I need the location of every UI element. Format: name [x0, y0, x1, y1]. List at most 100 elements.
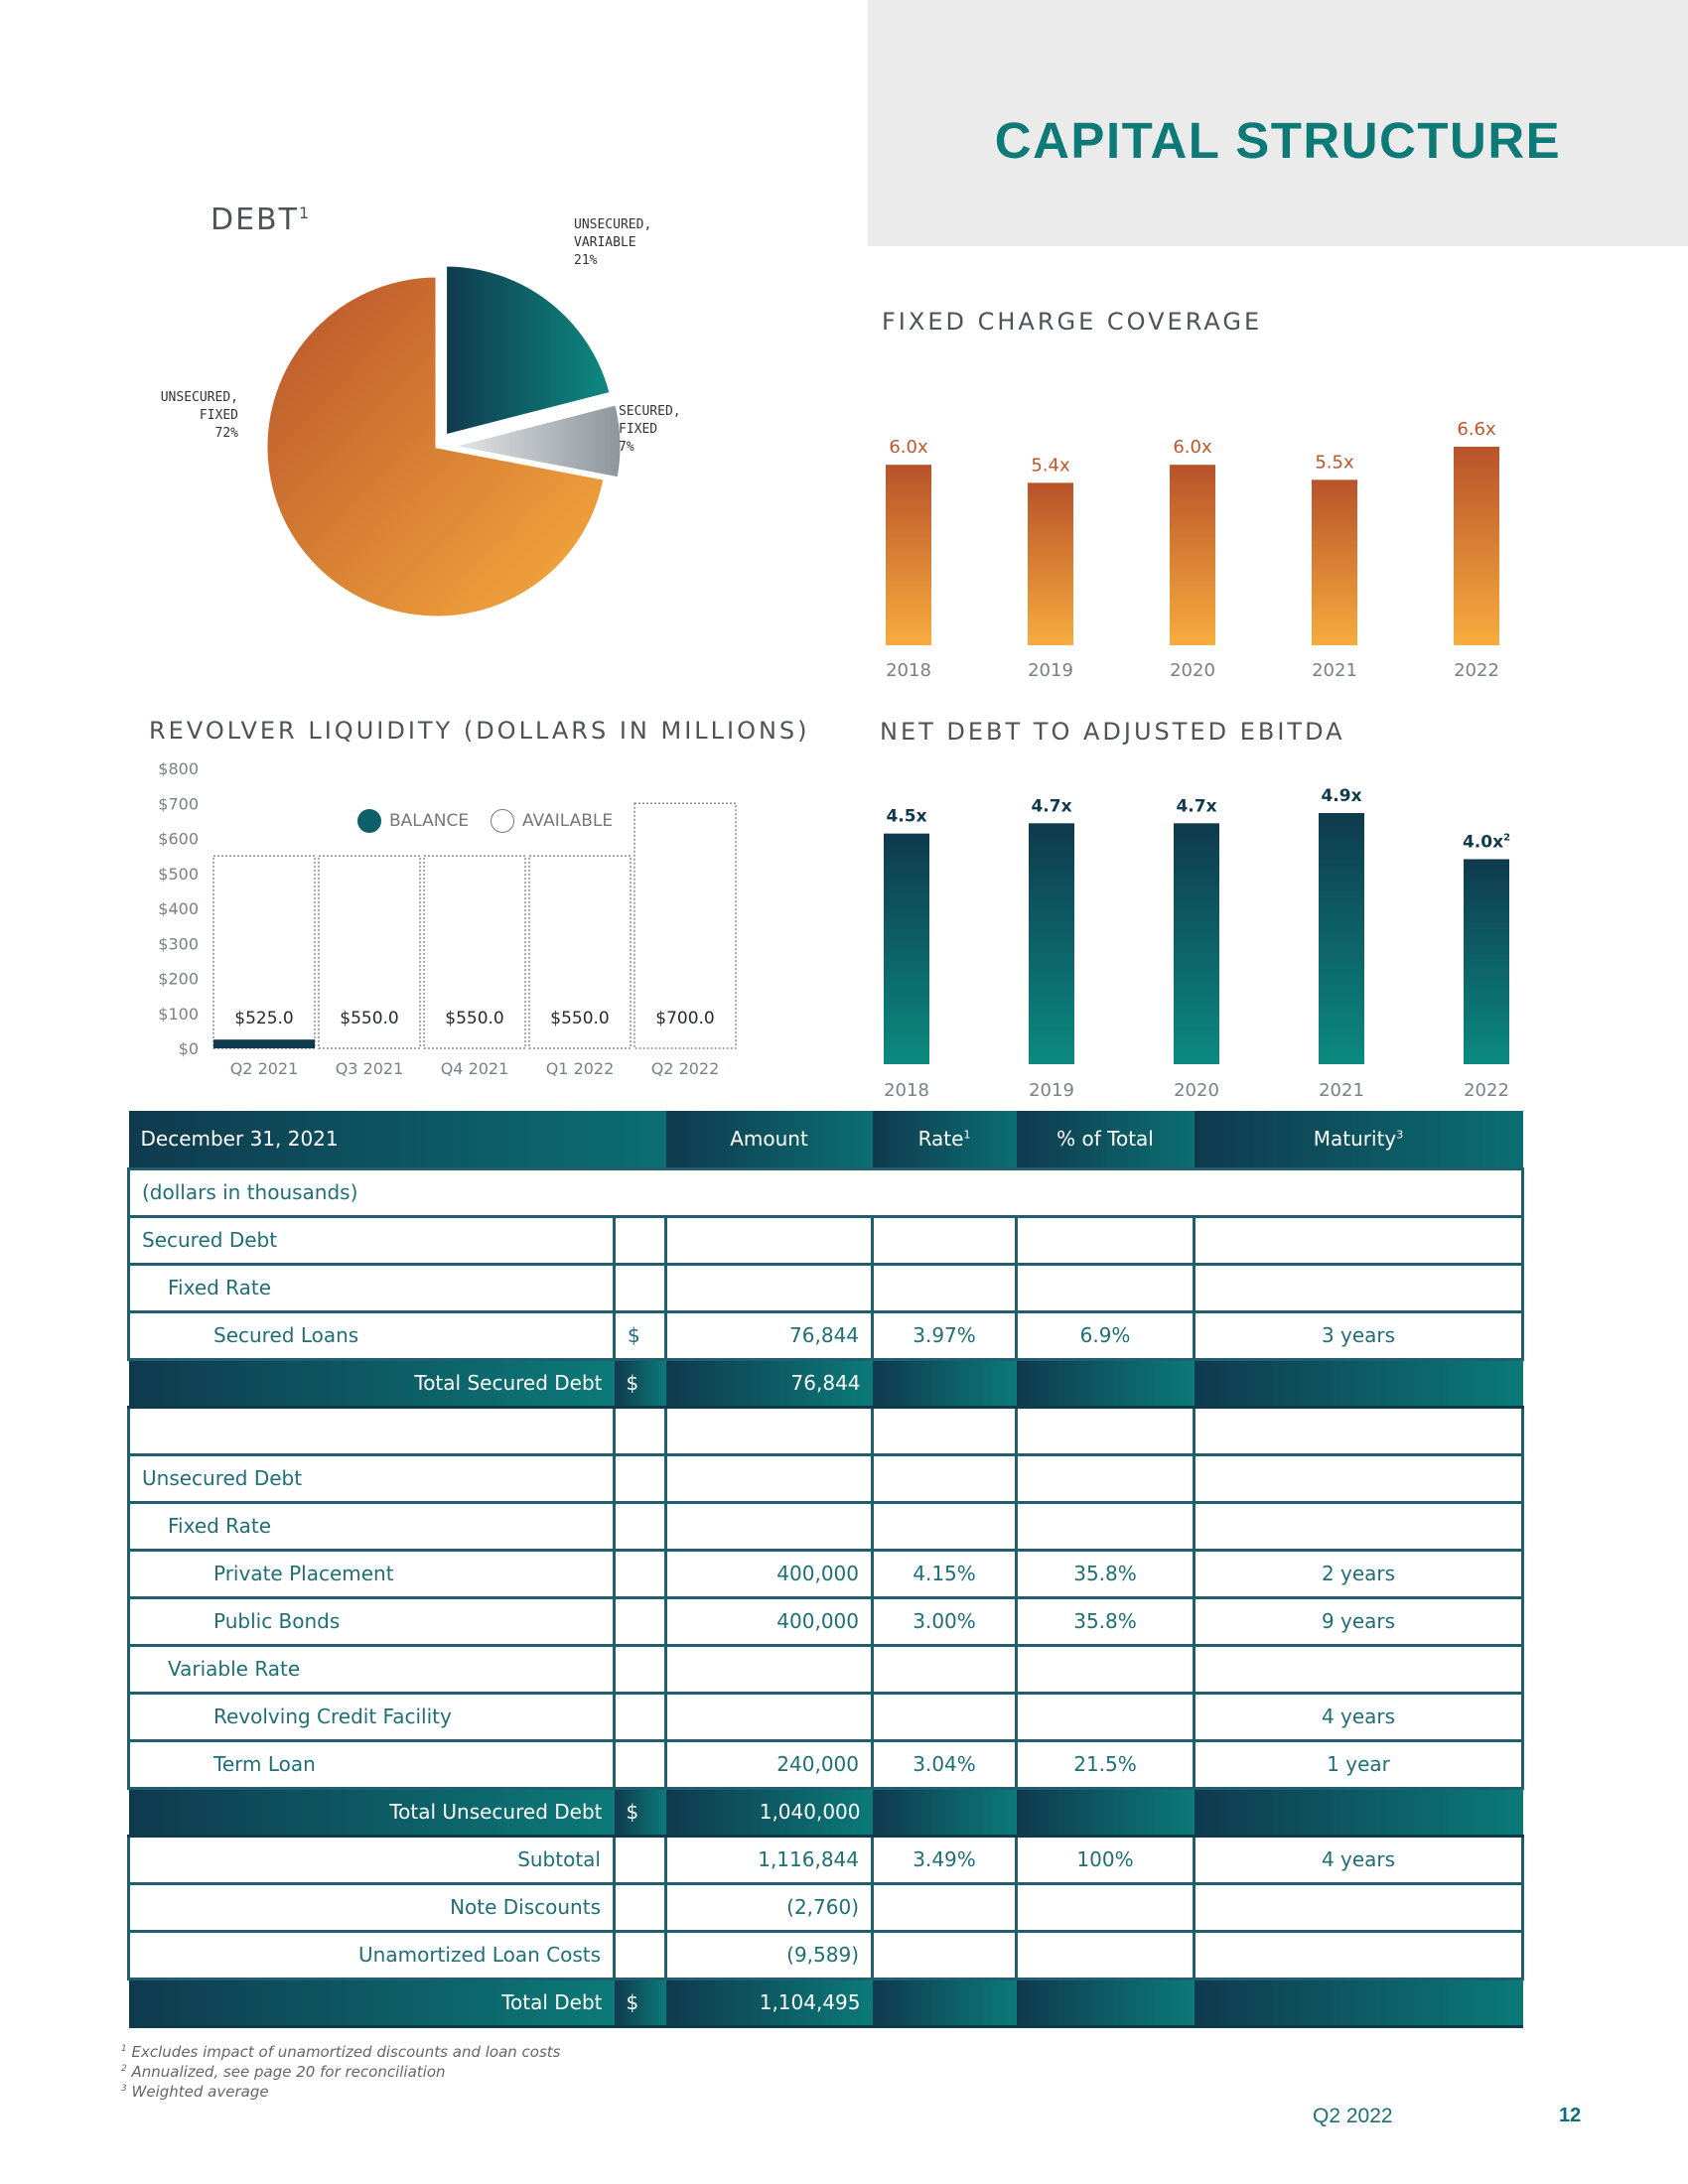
currency: $ — [614, 1786, 666, 1838]
table-header-row: December 31, 2021 Amount Rate1 % of Tota… — [128, 1111, 1523, 1168]
cell — [664, 1500, 875, 1552]
cell — [872, 1786, 1017, 1838]
cell — [1193, 1262, 1525, 1313]
rev-bar-available-Q2-2021 — [212, 855, 316, 1049]
pie-label-line: UNSECURED, — [160, 390, 238, 405]
section-secured-debt: Secured Debt — [127, 1214, 616, 1266]
rev-x-tick: Q1 2022 — [546, 1059, 615, 1078]
fixed-charge-chart: 6.0x 2018 5.4x 2019 6.0x 2020 5.5x 2021 6.6x 2022 — [886, 419, 1499, 681]
nd-x-tick: 2022 — [1464, 1080, 1509, 1101]
footnote-text: Excludes impact of unamortized discounts… — [131, 2043, 561, 2061]
fcc-bar-2022 — [1454, 447, 1499, 645]
total-row: Total Unsecured Debt $ 1,040,000 — [128, 1786, 1523, 1838]
fcc-bar-2019 — [1028, 482, 1073, 645]
row-label: Total Unsecured Debt — [128, 1786, 615, 1838]
balance-swatch-icon — [357, 809, 381, 833]
rev-data-label: $550.0 — [340, 1009, 398, 1028]
cell — [664, 1405, 875, 1456]
cell — [612, 1214, 668, 1266]
debt-table: December 31, 2021 Amount Rate1 % of Tota… — [126, 1111, 1525, 2028]
amount: (2,760) — [664, 1881, 875, 1933]
cell — [1015, 1691, 1196, 1742]
footnote-num: 3 — [121, 2084, 127, 2094]
cell — [1015, 1500, 1196, 1552]
pie-label-secured-fixed: SECURED, FIXED 7% — [619, 403, 681, 457]
cell — [612, 1929, 668, 1980]
fcc-data-label: 5.5x — [1315, 452, 1354, 473]
row-label: Public Bonds — [127, 1595, 616, 1647]
maturity: 4 years — [1193, 1691, 1525, 1742]
cell — [1015, 1262, 1196, 1313]
rate: 4.15% — [871, 1548, 1019, 1599]
fcc-data-label: 6.0x — [1173, 437, 1212, 458]
amount: 76,844 — [664, 1309, 875, 1361]
cell — [612, 1738, 668, 1790]
nd-data-label: 4.5x — [886, 807, 926, 827]
cell — [871, 1691, 1019, 1742]
row-label: Secured Loans — [127, 1309, 616, 1361]
cell — [1193, 1405, 1525, 1456]
footnote-text: Weighted average — [131, 2083, 269, 2101]
amount: 76,844 — [665, 1357, 873, 1409]
pie-slice-secured-fixed — [450, 401, 624, 480]
header-panel — [868, 0, 1688, 246]
fcc-x-tick: 2018 — [886, 660, 931, 681]
cell — [664, 1452, 875, 1504]
cell — [612, 1881, 668, 1933]
table-row: Subtotal 1,116,844 3.49% 100% 4 years — [127, 1834, 1525, 1885]
row-label: Private Placement — [127, 1548, 616, 1599]
subsection-fixed-rate: Fixed Rate — [127, 1262, 616, 1313]
cell — [612, 1834, 668, 1885]
footnote-2: 2 Annualized, see page 20 for reconcilia… — [121, 2063, 446, 2081]
currency: $ — [614, 1977, 666, 2028]
debt-title-text: DEBT — [211, 203, 299, 237]
table-row: Unsecured Debt — [127, 1452, 1525, 1504]
cell — [872, 1357, 1017, 1409]
fixed-charge-title: FIXED CHARGE COVERAGE — [882, 308, 1263, 336]
nd-data-label: 4.0x2 — [1463, 832, 1510, 852]
debt-chart-title: DEBT1 — [211, 203, 311, 237]
cell — [872, 1977, 1017, 2028]
table-row: Variable Rate — [127, 1643, 1525, 1695]
cell — [664, 1691, 875, 1742]
rev-data-label: $550.0 — [550, 1009, 609, 1028]
maturity: 3 years — [1193, 1309, 1525, 1361]
header-maturity-sup: 3 — [1396, 1128, 1404, 1142]
cell — [664, 1214, 875, 1266]
rev-y-tick: $500 — [158, 865, 199, 884]
cell — [612, 1500, 668, 1552]
section-unsecured-debt: Unsecured Debt — [127, 1452, 616, 1504]
table-row: (dollars in thousands) — [126, 1166, 1525, 1218]
nd-bar-2021 — [1319, 813, 1364, 1064]
fcc-bar-2018 — [886, 465, 931, 645]
rev-x-tick: Q3 2021 — [336, 1059, 404, 1078]
legend-available: AVAILABLE — [491, 809, 613, 833]
available-swatch-icon — [491, 809, 514, 833]
cell — [871, 1262, 1019, 1313]
table-row: Public Bonds 400,000 3.00% 35.8% 9 years — [127, 1595, 1525, 1647]
footnote-1: 1 Excludes impact of unamortized discoun… — [121, 2043, 560, 2061]
amount: 1,040,000 — [665, 1786, 873, 1838]
row-label: Note Discounts — [127, 1881, 616, 1933]
nd-x-tick: 2018 — [884, 1080, 929, 1101]
fcc-x-tick: 2021 — [1312, 660, 1357, 681]
rate: 3.49% — [871, 1834, 1019, 1885]
cell — [612, 1643, 668, 1695]
revolver-title: REVOLVER LIQUIDITY (DOLLARS IN MILLIONS) — [149, 717, 810, 745]
cell — [127, 1405, 616, 1456]
cell — [1193, 1643, 1525, 1695]
cell — [1015, 1214, 1196, 1266]
rate: 3.00% — [871, 1595, 1019, 1647]
cell — [1016, 1357, 1195, 1409]
amount: 400,000 — [664, 1548, 875, 1599]
fcc-bar-2021 — [1312, 479, 1357, 645]
rev-y-tick: $200 — [158, 970, 199, 989]
amount: 400,000 — [664, 1595, 875, 1647]
row-label: Revolving Credit Facility — [127, 1691, 616, 1742]
nd-bar-2020 — [1174, 823, 1219, 1064]
footnote-num: 2 — [121, 2064, 127, 2074]
rate: 3.97% — [871, 1309, 1019, 1361]
rev-x-tick: Q2 2022 — [651, 1059, 720, 1078]
footnote-num: 1 — [121, 2044, 127, 2054]
table-row: Unamortized Loan Costs (9,589) — [127, 1929, 1525, 1980]
